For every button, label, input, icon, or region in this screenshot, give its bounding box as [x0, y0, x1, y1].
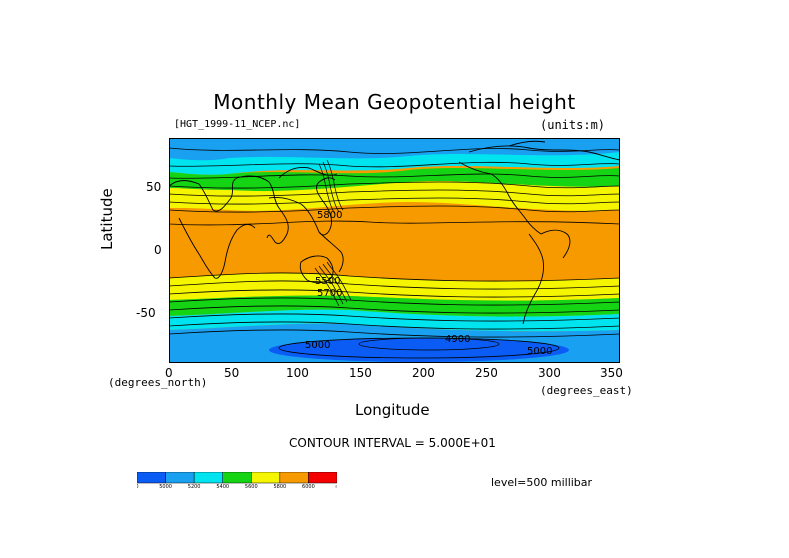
colorbar-label: ∞ [335, 484, 337, 488]
colorbar-swatch [137, 472, 166, 484]
colorbar: 0 5000 5200 5400 5600 5800 6000 ∞ [137, 472, 337, 488]
contour-label: 5000 [305, 340, 330, 351]
x-axis-unit: (degrees_east) [540, 384, 633, 397]
units-label: (units:m) [540, 118, 606, 132]
colorbar-label: 5000 [159, 484, 172, 488]
colorbar-label: 5600 [245, 484, 258, 488]
colorbar-label: 6000 [302, 484, 315, 488]
file-label: [HGT_1999-11_NCEP.nc] [174, 119, 301, 130]
colorbar-swatch [193, 472, 223, 484]
y-tick: 50 [146, 180, 162, 194]
contour-label: 5700 [317, 288, 342, 299]
colorbar-swatch [308, 472, 337, 484]
colorbar-swatch [279, 472, 309, 484]
colorbar-swatch [251, 472, 281, 484]
contour-label: 5500 [315, 276, 340, 287]
colorbar-label: 5400 [216, 484, 229, 488]
y-tick: -50 [136, 306, 156, 320]
geopotential-map: 5500 5700 5800 5000 4900 5000 [169, 138, 620, 363]
x-tick: 0 [165, 366, 173, 380]
contour-label: 4900 [445, 334, 470, 345]
contour-interval: CONTOUR INTERVAL = 5.000E+01 [289, 436, 496, 450]
x-tick: 250 [475, 366, 498, 380]
contour-label: 5000 [527, 346, 552, 357]
y-tick: 0 [154, 243, 162, 257]
colorbar-label: 5800 [273, 484, 286, 488]
chart-title: Monthly Mean Geopotential height [213, 90, 576, 114]
colorbar-label: 0 [137, 484, 139, 488]
x-tick: 150 [349, 366, 372, 380]
colorbar-label: 5200 [188, 484, 201, 488]
x-tick: 50 [224, 366, 240, 380]
x-tick: 100 [286, 366, 309, 380]
level-label: level=500 millibar [491, 476, 593, 489]
contour-label: 5800 [317, 210, 342, 221]
colorbar-swatch [165, 472, 195, 484]
y-axis-label: Latitude [98, 188, 116, 250]
colorbar-swatch [222, 472, 252, 484]
x-tick: 300 [538, 366, 561, 380]
x-tick: 200 [412, 366, 435, 380]
x-axis-label: Longitude [355, 401, 430, 419]
x-tick: 350 [600, 366, 623, 380]
y-axis-unit: (degrees_north) [108, 376, 208, 389]
